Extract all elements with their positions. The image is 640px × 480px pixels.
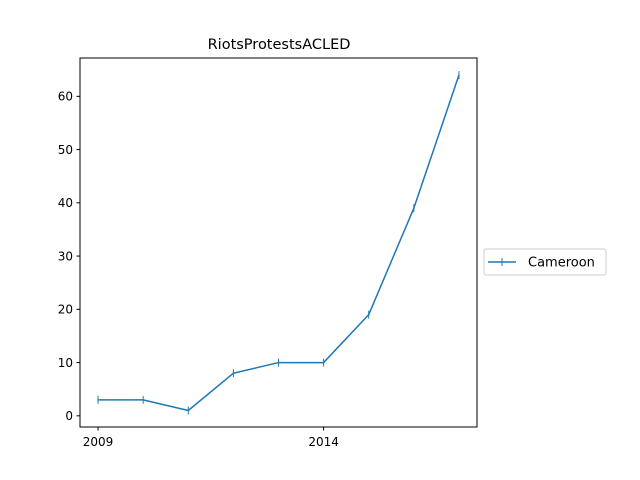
y-tick-label: 20: [58, 303, 73, 317]
y-tick-label: 60: [58, 90, 73, 104]
y-tick-label: 10: [58, 356, 73, 370]
plot-area: [79, 57, 478, 428]
chart-title: RiotsProtestsACLED: [208, 37, 351, 53]
y-tick-label: 40: [58, 196, 73, 210]
x-tick-label: 2009: [83, 435, 114, 449]
x-axis: 2009 2014: [83, 427, 339, 449]
legend-box: [483, 248, 607, 276]
y-tick-label: 0: [65, 409, 73, 423]
y-axis: 0 10 20 30 40 50 60: [58, 90, 80, 423]
y-tick-label: 30: [58, 249, 73, 263]
legend: Cameroon: [483, 248, 607, 276]
y-tick-label: 50: [58, 143, 73, 157]
series-layer: [97, 71, 460, 415]
x-tick-label: 2014: [308, 435, 339, 449]
legend-label-cameroon: Cameroon: [528, 256, 595, 271]
